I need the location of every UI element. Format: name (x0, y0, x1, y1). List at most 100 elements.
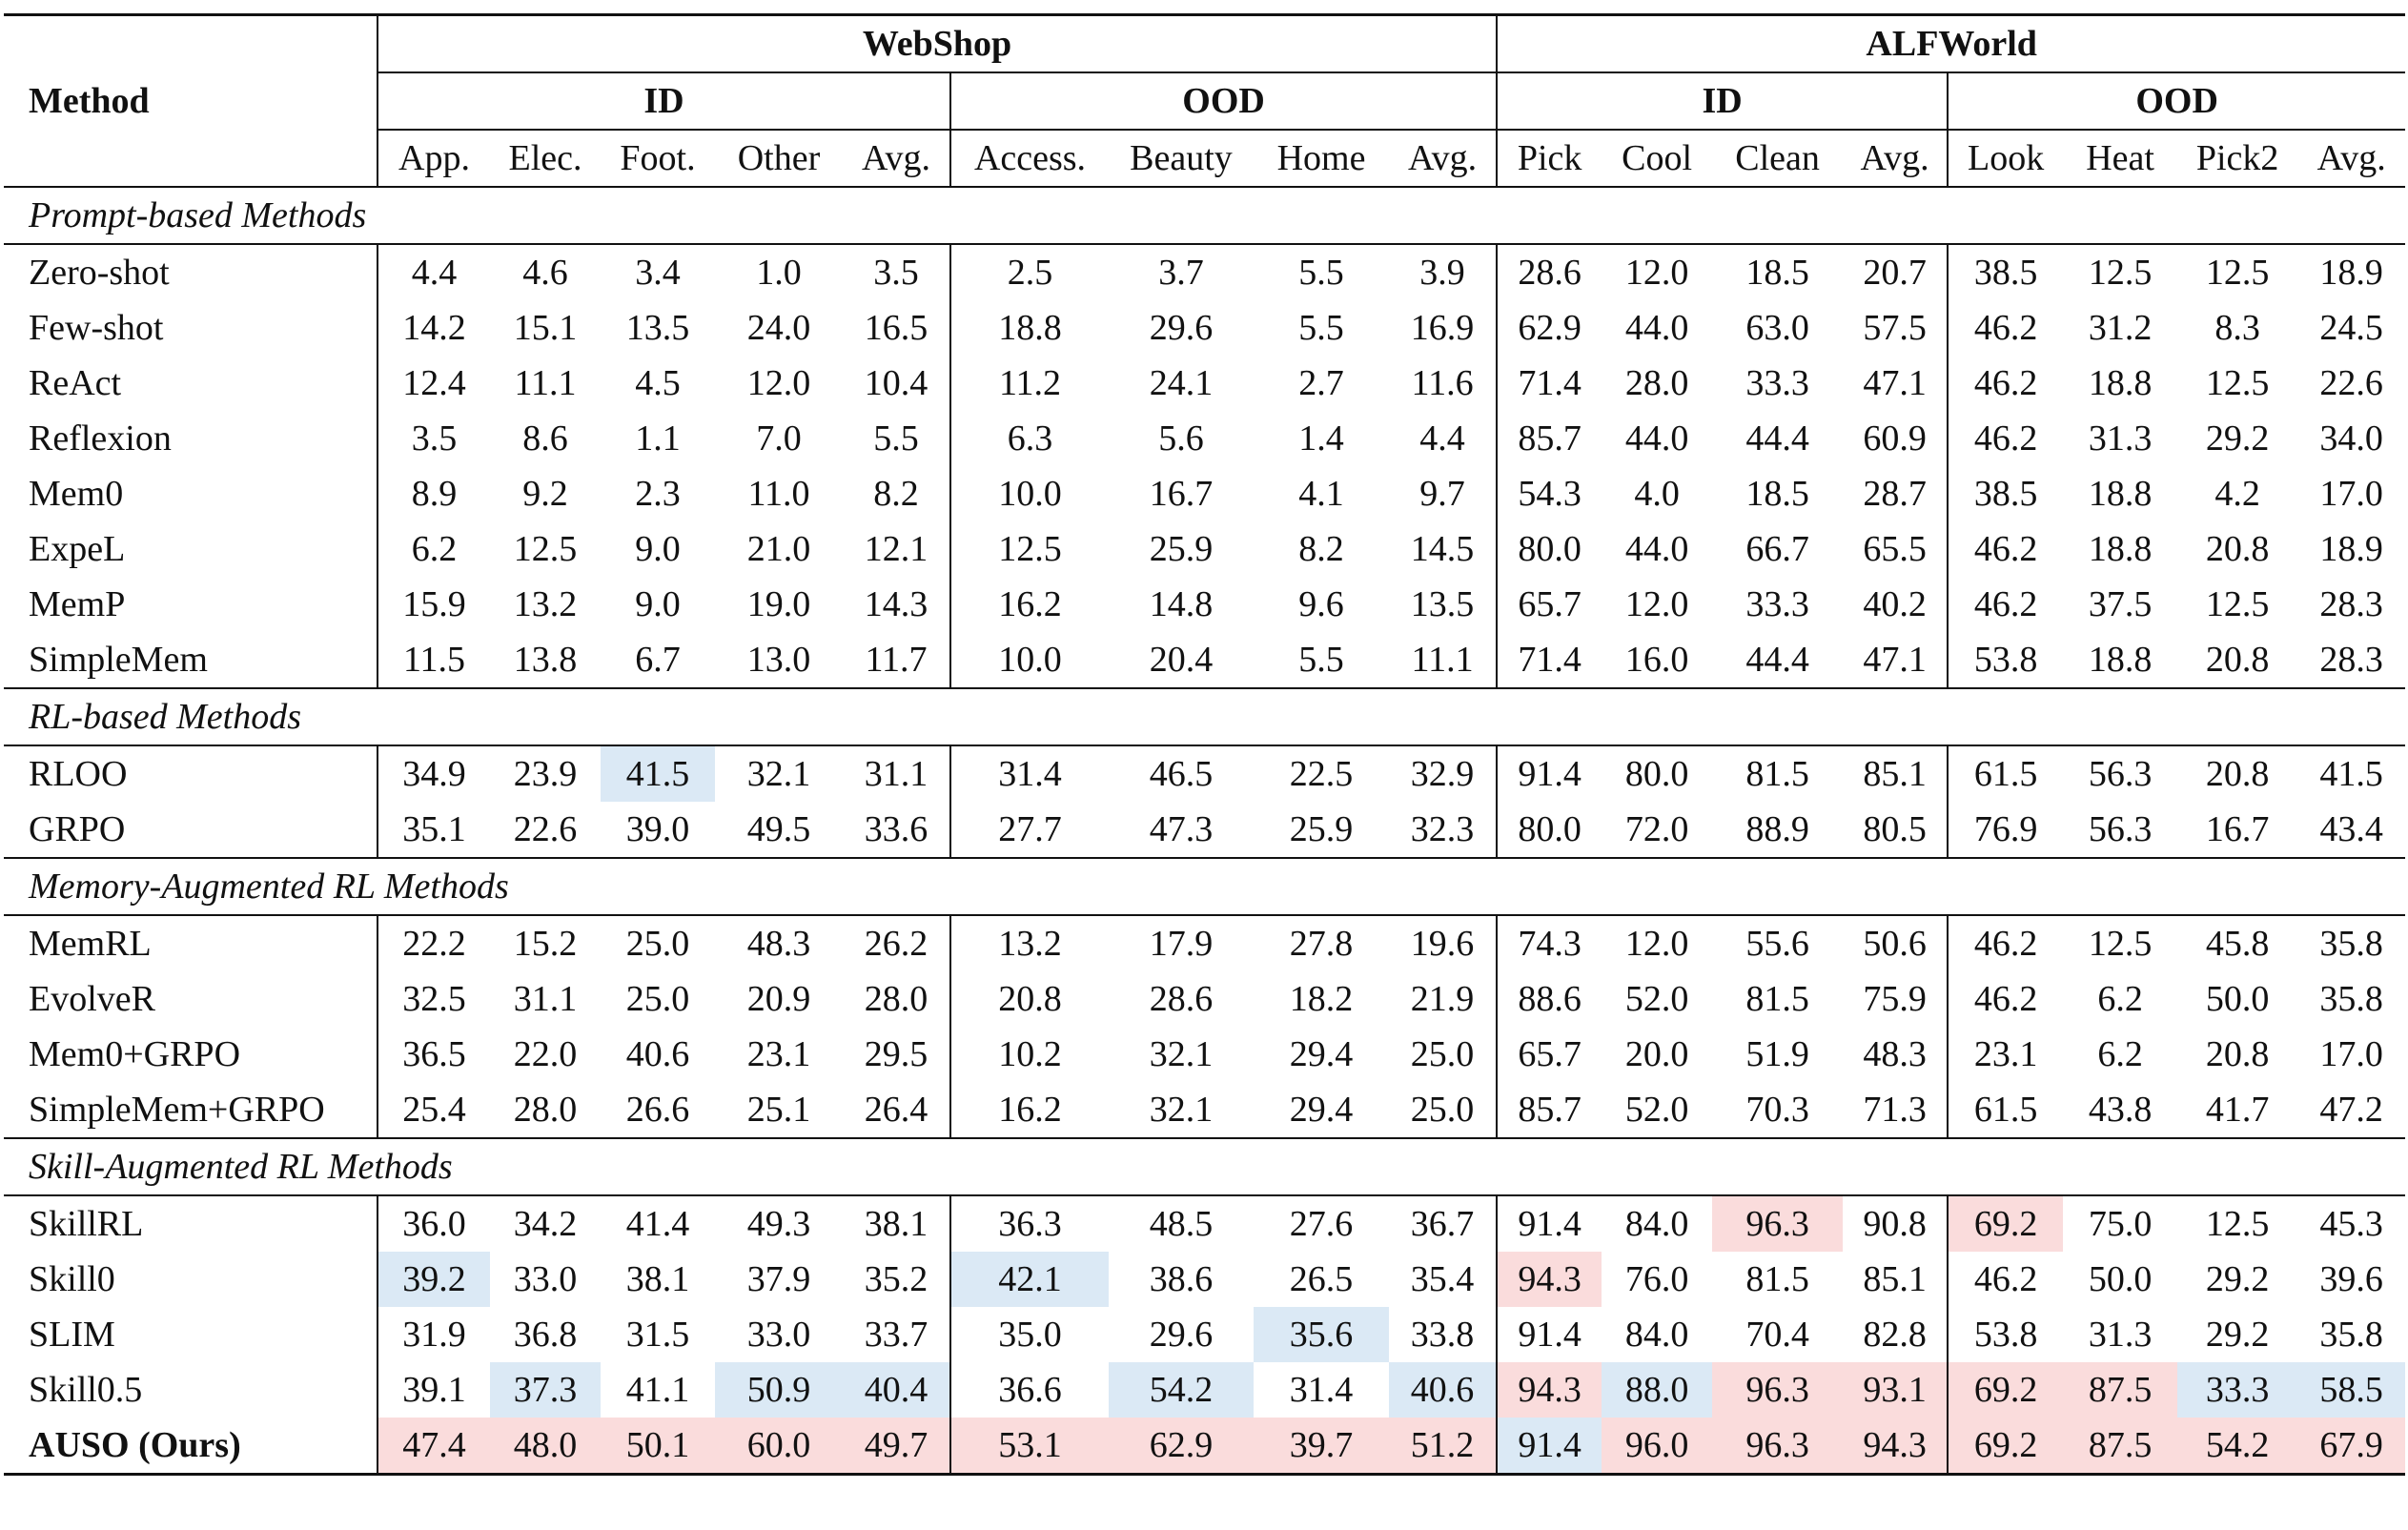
value-cell: 13.0 (746, 640, 811, 680)
split-header: OOD (949, 72, 1498, 131)
value-cell: 12.5 (2088, 924, 2153, 964)
value-cell: 39.7 (1254, 1418, 1389, 1475)
value-cell: 85.1 (1863, 1259, 1927, 1299)
value-cell: 44.0 (1624, 418, 1689, 459)
value-cell: 25.9 (1149, 529, 1214, 569)
value-cell: 12.0 (746, 363, 811, 403)
value-cell: 18.8 (2088, 640, 2153, 680)
column-header: Avg. (1389, 130, 1498, 188)
value-cell: 62.9 (1496, 300, 1602, 356)
value-cell: 69.2 (1947, 1362, 2064, 1418)
method-name: Skill0 (29, 1259, 115, 1299)
value-cell: 13.2 (949, 915, 1109, 971)
method-row: MemP 15.9 13.2 9.0 19.0 14.3 16.2 14.8 9.6 13.5 65… (4, 577, 2405, 632)
value-cell: 31.3 (2088, 418, 2153, 459)
value-cell: 12.5 (2088, 253, 2153, 293)
value-cell: 15.2 (513, 924, 578, 964)
value-cell: 27.8 (1289, 924, 1354, 964)
value-cell: 44.4 (1745, 640, 1809, 680)
header-row: Method WebShop ALFWorld (4, 14, 2406, 188)
value-cell: 10.2 (949, 1027, 1109, 1082)
value-cell: 48.5 (1149, 1204, 1214, 1244)
column-header: Avg. (2297, 130, 2406, 188)
group-row: Prompt-based Methods (4, 186, 2406, 245)
method-name: ReAct (29, 363, 122, 403)
value-cell: 96.0 (1602, 1418, 1713, 1475)
value-cell: 82.8 (1863, 1315, 1927, 1355)
method-header: Method (4, 14, 378, 188)
value-cell: 4.1 (1298, 474, 1344, 514)
split-header: ID (377, 72, 950, 131)
value-cell: 11.2 (949, 356, 1109, 411)
value-cell: 35.4 (1410, 1259, 1475, 1299)
method-name: EvolveR (29, 979, 155, 1019)
value-cell: 1.4 (1298, 418, 1344, 459)
method-row: Skill0 39.2 33.0 38.1 37.9 35.2 42.1 38.6 26.5 35… (4, 1252, 2405, 1307)
value-cell: 36.8 (513, 1315, 578, 1355)
value-cell: 49.5 (746, 809, 811, 849)
value-cell: 1.0 (756, 253, 802, 293)
value-cell: 6.2 (2097, 1034, 2143, 1074)
value-cell: 16.9 (1410, 308, 1475, 348)
value-cell: 53.8 (1947, 1307, 2064, 1362)
value-cell: 19.6 (1410, 924, 1475, 964)
value-cell: 94.3 (1496, 1252, 1602, 1307)
value-cell: 14.5 (1410, 529, 1475, 569)
value-cell: 35.8 (2319, 924, 2383, 964)
value-cell: 10.0 (949, 466, 1109, 521)
value-cell: 20.0 (1624, 1034, 1689, 1074)
value-cell: 53.8 (1947, 632, 2064, 688)
column-header: App. (377, 130, 490, 188)
value-cell: 76.9 (1947, 802, 2064, 858)
value-cell: 70.4 (1745, 1315, 1809, 1355)
method-row: Few-shot 14.2 15.1 13.5 24.0 16.5 18.8 29.6 5.5 1… (4, 300, 2405, 356)
value-cell: 46.2 (1947, 300, 2064, 356)
value-cell: 12.5 (949, 521, 1109, 577)
method-name: GRPO (29, 809, 126, 849)
value-cell: 44.0 (1624, 529, 1689, 569)
value-cell: 35.6 (1254, 1307, 1389, 1362)
value-cell: 50.9 (715, 1362, 843, 1418)
value-cell: 96.3 (1712, 1418, 1844, 1475)
value-cell: 26.6 (625, 1090, 690, 1130)
value-cell: 18.9 (2319, 253, 2383, 293)
value-cell: 16.2 (949, 1082, 1109, 1138)
value-cell: 23.1 (746, 1034, 811, 1074)
method-name: Few-shot (29, 308, 164, 348)
value-cell: 41.4 (625, 1204, 690, 1244)
value-cell: 27.7 (949, 802, 1109, 858)
value-cell: 22.5 (1289, 754, 1354, 794)
value-cell: 20.7 (1863, 253, 1927, 293)
value-cell: 18.8 (2088, 529, 2153, 569)
value-cell: 29.6 (1149, 308, 1214, 348)
value-cell: 62.9 (1109, 1418, 1254, 1475)
value-cell: 33.7 (864, 1315, 929, 1355)
value-cell: 17.9 (1149, 924, 1214, 964)
value-cell: 22.2 (377, 915, 490, 971)
value-cell: 58.5 (2297, 1362, 2406, 1418)
value-cell: 18.2 (1289, 979, 1354, 1019)
value-cell: 16.5 (864, 308, 929, 348)
value-cell: 34.2 (513, 1204, 578, 1244)
value-cell: 5.6 (1158, 418, 1204, 459)
value-cell: 29.2 (2205, 1259, 2270, 1299)
value-cell: 33.6 (864, 809, 929, 849)
value-cell: 46.2 (1947, 411, 2064, 466)
value-cell: 71.4 (1496, 356, 1602, 411)
value-cell: 45.8 (2205, 924, 2270, 964)
value-cell: 65.7 (1496, 1027, 1602, 1082)
value-cell: 15.1 (513, 308, 578, 348)
dataset-header: ALFWorld (1496, 14, 2406, 73)
value-cell: 55.6 (1745, 924, 1809, 964)
value-cell: 26.4 (864, 1090, 929, 1130)
value-cell: 49.7 (843, 1418, 950, 1475)
value-cell: 9.2 (522, 474, 568, 514)
value-cell: 2.5 (949, 244, 1109, 300)
value-cell: 49.3 (746, 1204, 811, 1244)
value-cell: 40.2 (1863, 584, 1927, 624)
value-cell: 28.3 (2319, 640, 2383, 680)
value-cell: 54.2 (1109, 1362, 1254, 1418)
column-header: Cool (1602, 130, 1713, 188)
value-cell: 94.3 (1496, 1362, 1602, 1418)
value-cell: 3.7 (1158, 253, 1204, 293)
